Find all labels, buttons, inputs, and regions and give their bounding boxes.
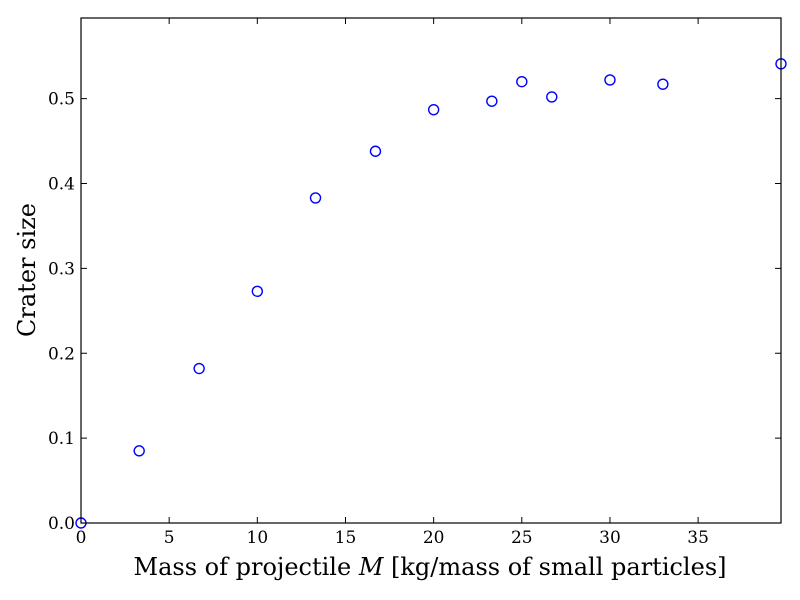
y-axis-ticks: 0.0 0.1 0.2 0.3 0.4 0.5 xyxy=(48,90,781,534)
x-tick-label: 35 xyxy=(687,528,709,548)
data-point xyxy=(133,445,145,457)
x-tick-label: 15 xyxy=(335,528,357,548)
data-point xyxy=(427,103,440,116)
data-point xyxy=(486,95,498,107)
y-tick-label: 0.1 xyxy=(48,429,75,449)
x-axis-ticks: 0 5 10 15 20 25 30 35 xyxy=(76,18,709,548)
y-tick-label: 0.5 xyxy=(48,90,75,110)
x-axis-label: Mass of projectile M [kg/mass of small p… xyxy=(134,553,727,581)
x-tick-label: 20 xyxy=(423,528,445,548)
data-points xyxy=(75,58,787,529)
x-tick-label: 5 xyxy=(164,528,175,548)
y-tick-label: 0.2 xyxy=(48,344,75,364)
data-point xyxy=(369,145,382,157)
x-tick-label: 25 xyxy=(511,528,533,548)
y-tick-label: 0.4 xyxy=(48,175,75,195)
data-point xyxy=(657,78,669,90)
y-tick-label: 0.3 xyxy=(48,259,75,279)
y-tick-label: 0.0 xyxy=(48,514,75,534)
x-tick-label: 10 xyxy=(247,528,269,548)
data-point xyxy=(516,75,528,88)
plot-frame xyxy=(80,17,782,524)
x-tick-label: 30 xyxy=(599,528,621,548)
data-point xyxy=(309,192,322,204)
data-point xyxy=(546,91,558,103)
data-point xyxy=(193,362,205,375)
x-tick-label: 0 xyxy=(76,528,87,548)
y-axis-label: Crater size xyxy=(13,203,41,337)
data-point xyxy=(604,74,616,86)
data-point xyxy=(251,285,264,297)
